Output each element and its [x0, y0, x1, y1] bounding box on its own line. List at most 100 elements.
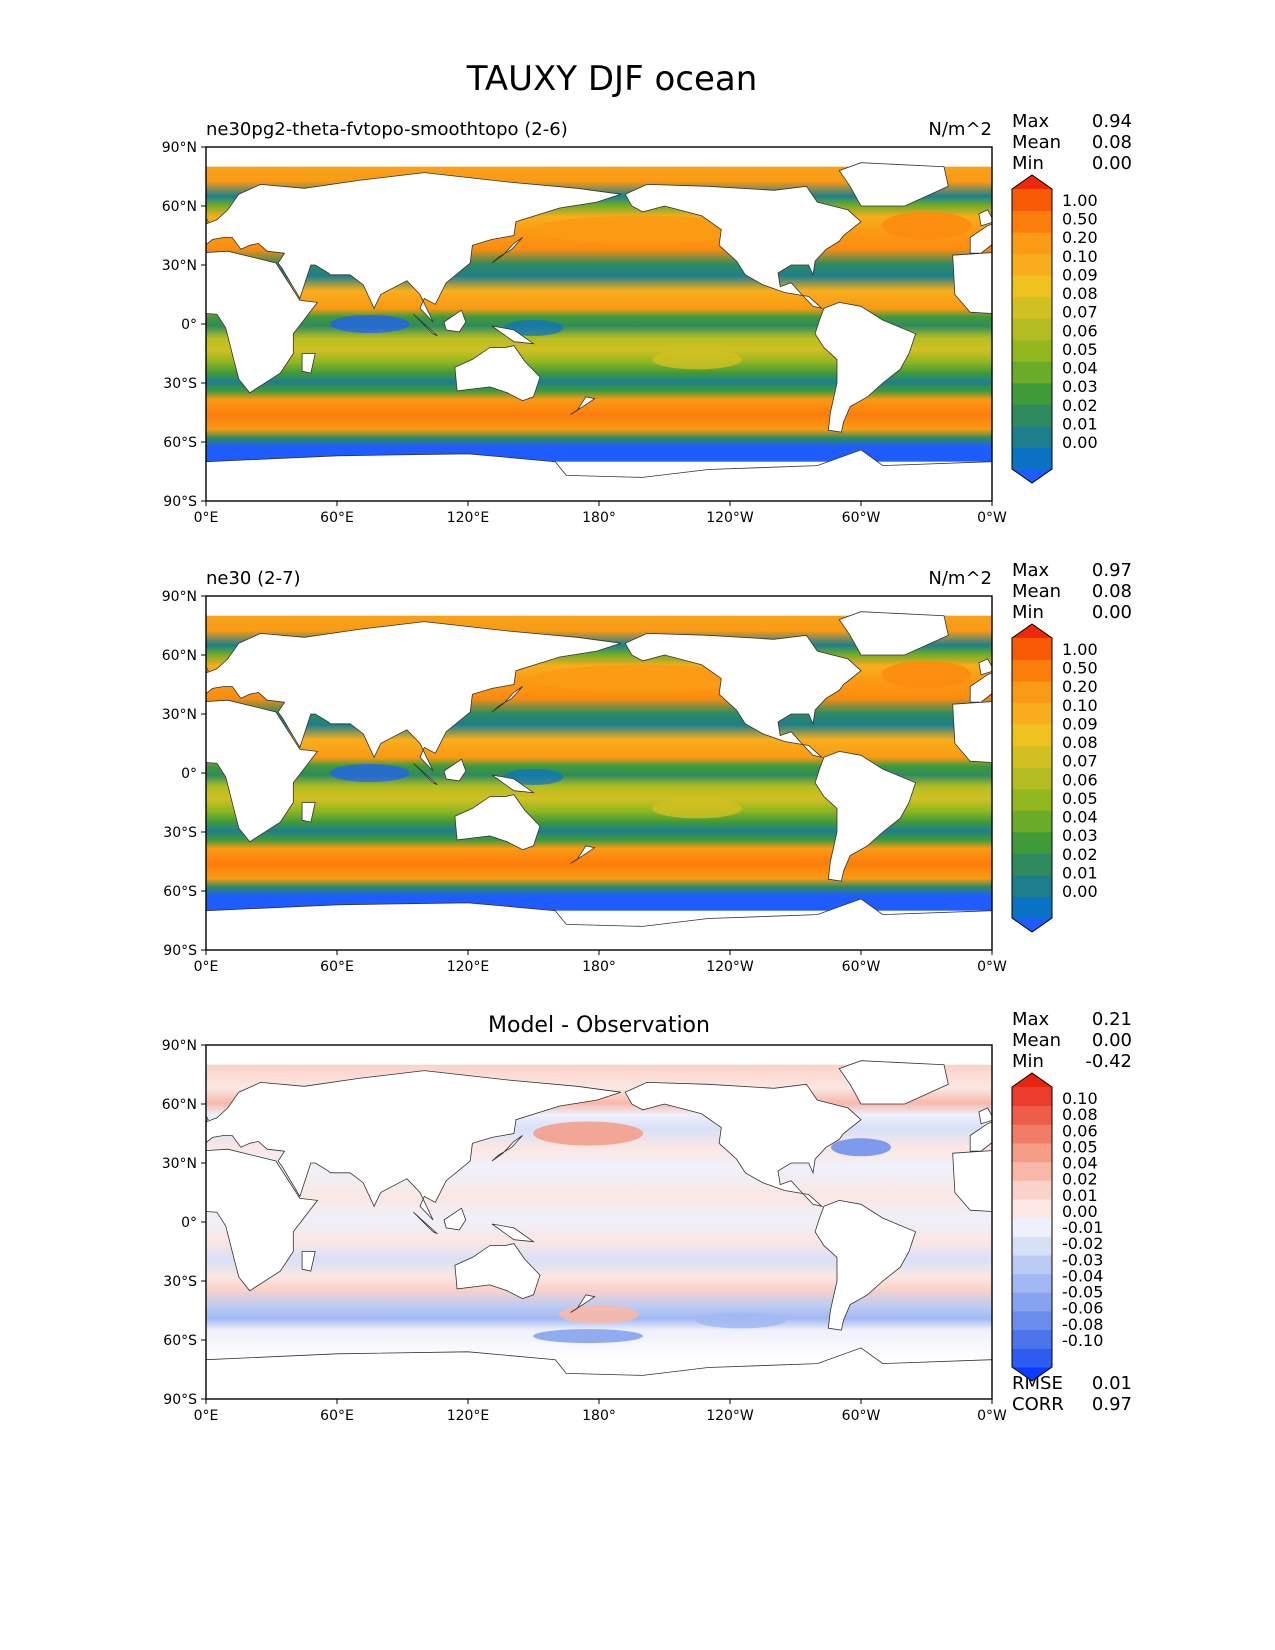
- colorbar-bin: [1012, 1348, 1052, 1368]
- landmass-13: [206, 898, 992, 950]
- x-tick-label: 120°E: [447, 510, 490, 526]
- colorbar-tick-label: 0.04: [1062, 1154, 1098, 1173]
- y-tick-label: 90°S: [163, 1392, 197, 1408]
- y-tick-label: 30°S: [163, 376, 197, 392]
- y-tick-label: 30°N: [162, 1156, 197, 1172]
- stat-label-min: Min: [1012, 153, 1044, 174]
- stat-label-min: Min: [1012, 602, 1044, 623]
- y-tick-label: 90°S: [163, 494, 197, 510]
- panel-units: N/m^2: [928, 119, 992, 140]
- field-layer: [206, 596, 1275, 950]
- landmass-5: [454, 794, 541, 851]
- colorbar-tick-label: 0.05: [1062, 340, 1098, 359]
- colorbar-bin: [1012, 853, 1052, 876]
- colorbar-tick-label: 0.01: [1062, 414, 1098, 433]
- stat-value-mean: 0.00: [1092, 1030, 1132, 1051]
- x-tick-label: 0°E: [194, 510, 219, 526]
- colorbar-tick-label: -0.02: [1062, 1234, 1103, 1253]
- colorbar-tick-label: 0.10: [1062, 696, 1098, 715]
- landmass-5: [454, 345, 541, 402]
- x-tick-label: 60°E: [320, 510, 354, 526]
- figure-title: TAUXY DJF ocean: [466, 59, 758, 99]
- landmass-5: [1241, 346, 1275, 401]
- colorbar: 1.000.500.200.100.090.080.070.060.050.04…: [1011, 174, 1098, 484]
- stat-label-max: Max: [1012, 560, 1050, 581]
- north-atlantic-maximum: [881, 211, 972, 240]
- landmass-8: [1199, 314, 1223, 336]
- colorbar-bin: [1012, 1329, 1052, 1349]
- landmass-0: [206, 699, 319, 843]
- stat-label-mean: Mean: [1012, 132, 1061, 153]
- colorbar-tick-label: 0.00: [1062, 1202, 1098, 1221]
- panel-left-title: ne30pg2-theta-fvtopo-smoothtopo (2-6): [206, 119, 568, 140]
- coastlines: [206, 162, 1275, 501]
- south-pacific-negative: [695, 1312, 786, 1329]
- panels: 0°E 60°E 120°E 180° 120°W 60°W 0°W 90°N 60°N 30°N…: [162, 111, 1275, 1424]
- warm-pool-minimum: [503, 319, 564, 336]
- colorbar-tick-label: 0.02: [1062, 396, 1098, 415]
- stat-value-max: 0.94: [1092, 111, 1132, 132]
- map-panel-2: 0°E 60°E 120°E 180° 120°W 60°W 0°W 90°N 60°N 30°N…: [162, 560, 1275, 975]
- x-tick-label: 120°W: [706, 1408, 754, 1424]
- warm-pool-minimum: [503, 768, 564, 785]
- colorbar: 1.000.500.200.100.090.080.070.060.050.04…: [1011, 623, 1098, 933]
- colorbar-tick-label: 0.10: [1062, 247, 1098, 266]
- landmass-1: [969, 672, 992, 703]
- colorbar-bin: [1012, 1105, 1052, 1125]
- colorbar-bin: [1012, 382, 1052, 405]
- x-tick-label: 180°: [582, 1408, 616, 1424]
- landmass-1: [969, 1121, 992, 1152]
- landmass-3: [838, 1060, 949, 1105]
- landmass-10: [301, 1251, 316, 1272]
- colorbar-tick-label: -0.01: [1062, 1218, 1103, 1237]
- x-tick-label: 0°W: [977, 959, 1007, 975]
- landmass-0: [952, 701, 992, 763]
- colorbar-bin: [1012, 702, 1052, 725]
- landmass-11: [570, 1294, 596, 1313]
- colorbar-bin: [1012, 1236, 1052, 1256]
- y-tick-label: 30°N: [162, 707, 197, 723]
- stat-value-max: 0.21: [1092, 1009, 1132, 1030]
- landmass-7: [1230, 310, 1252, 332]
- landmass-8: [1199, 763, 1223, 785]
- landmass-10: [301, 353, 316, 374]
- coastlines: [206, 1060, 992, 1399]
- colorbar-bin: [1012, 318, 1052, 341]
- colorbar-bin: [1012, 210, 1052, 233]
- colorbar-tick-label: 0.10: [1062, 1089, 1098, 1108]
- stat-label-corr: CORR: [1012, 1394, 1064, 1415]
- x-tick-label: 0°E: [194, 1408, 219, 1424]
- colorbar-tick-label: 0.04: [1062, 808, 1098, 827]
- landmass-4: [814, 750, 917, 882]
- colorbar-bin: [1012, 874, 1052, 897]
- landmass-13: [206, 1347, 992, 1399]
- landmass-7: [443, 758, 467, 782]
- colorbar-bin: [1012, 831, 1052, 854]
- landmass-9: [491, 1223, 535, 1243]
- colorbar-tick-label: 0.02: [1062, 845, 1098, 864]
- y-tick-label: 30°N: [162, 258, 197, 274]
- colorbar-tick-label: 0.03: [1062, 377, 1098, 396]
- landmass-6: [491, 1135, 523, 1162]
- colorbar-bin: [1012, 447, 1052, 470]
- north-atlantic-maximum: [881, 660, 972, 689]
- colorbar-tick-label: 0.01: [1062, 1186, 1098, 1205]
- colorbar-bin: [1012, 1273, 1052, 1293]
- colorbar-tick-label: 1.00: [1062, 191, 1098, 210]
- colorbar-bin: [1012, 1255, 1052, 1275]
- stat-value-min: -0.42: [1085, 1051, 1132, 1072]
- colorbar-tick-label: 0.09: [1062, 265, 1098, 284]
- colorbar-tick-label: -0.06: [1062, 1299, 1103, 1318]
- landmass-9: [491, 774, 535, 794]
- colorbar-extend-max: [1012, 1073, 1052, 1087]
- y-tick-label: 60°N: [162, 648, 197, 664]
- field-layer: [206, 147, 1275, 501]
- stat-value-corr: 0.97: [1092, 1394, 1132, 1415]
- stat-value-min: 0.00: [1092, 602, 1132, 623]
- y-tick-label: 0°: [181, 766, 197, 782]
- stat-label-mean: Mean: [1012, 1030, 1061, 1051]
- colorbar-bin: [1012, 425, 1052, 448]
- colorbar-tick-label: 0.00: [1062, 433, 1098, 452]
- y-tick-label: 90°N: [162, 140, 197, 156]
- landmass-5: [1241, 795, 1275, 850]
